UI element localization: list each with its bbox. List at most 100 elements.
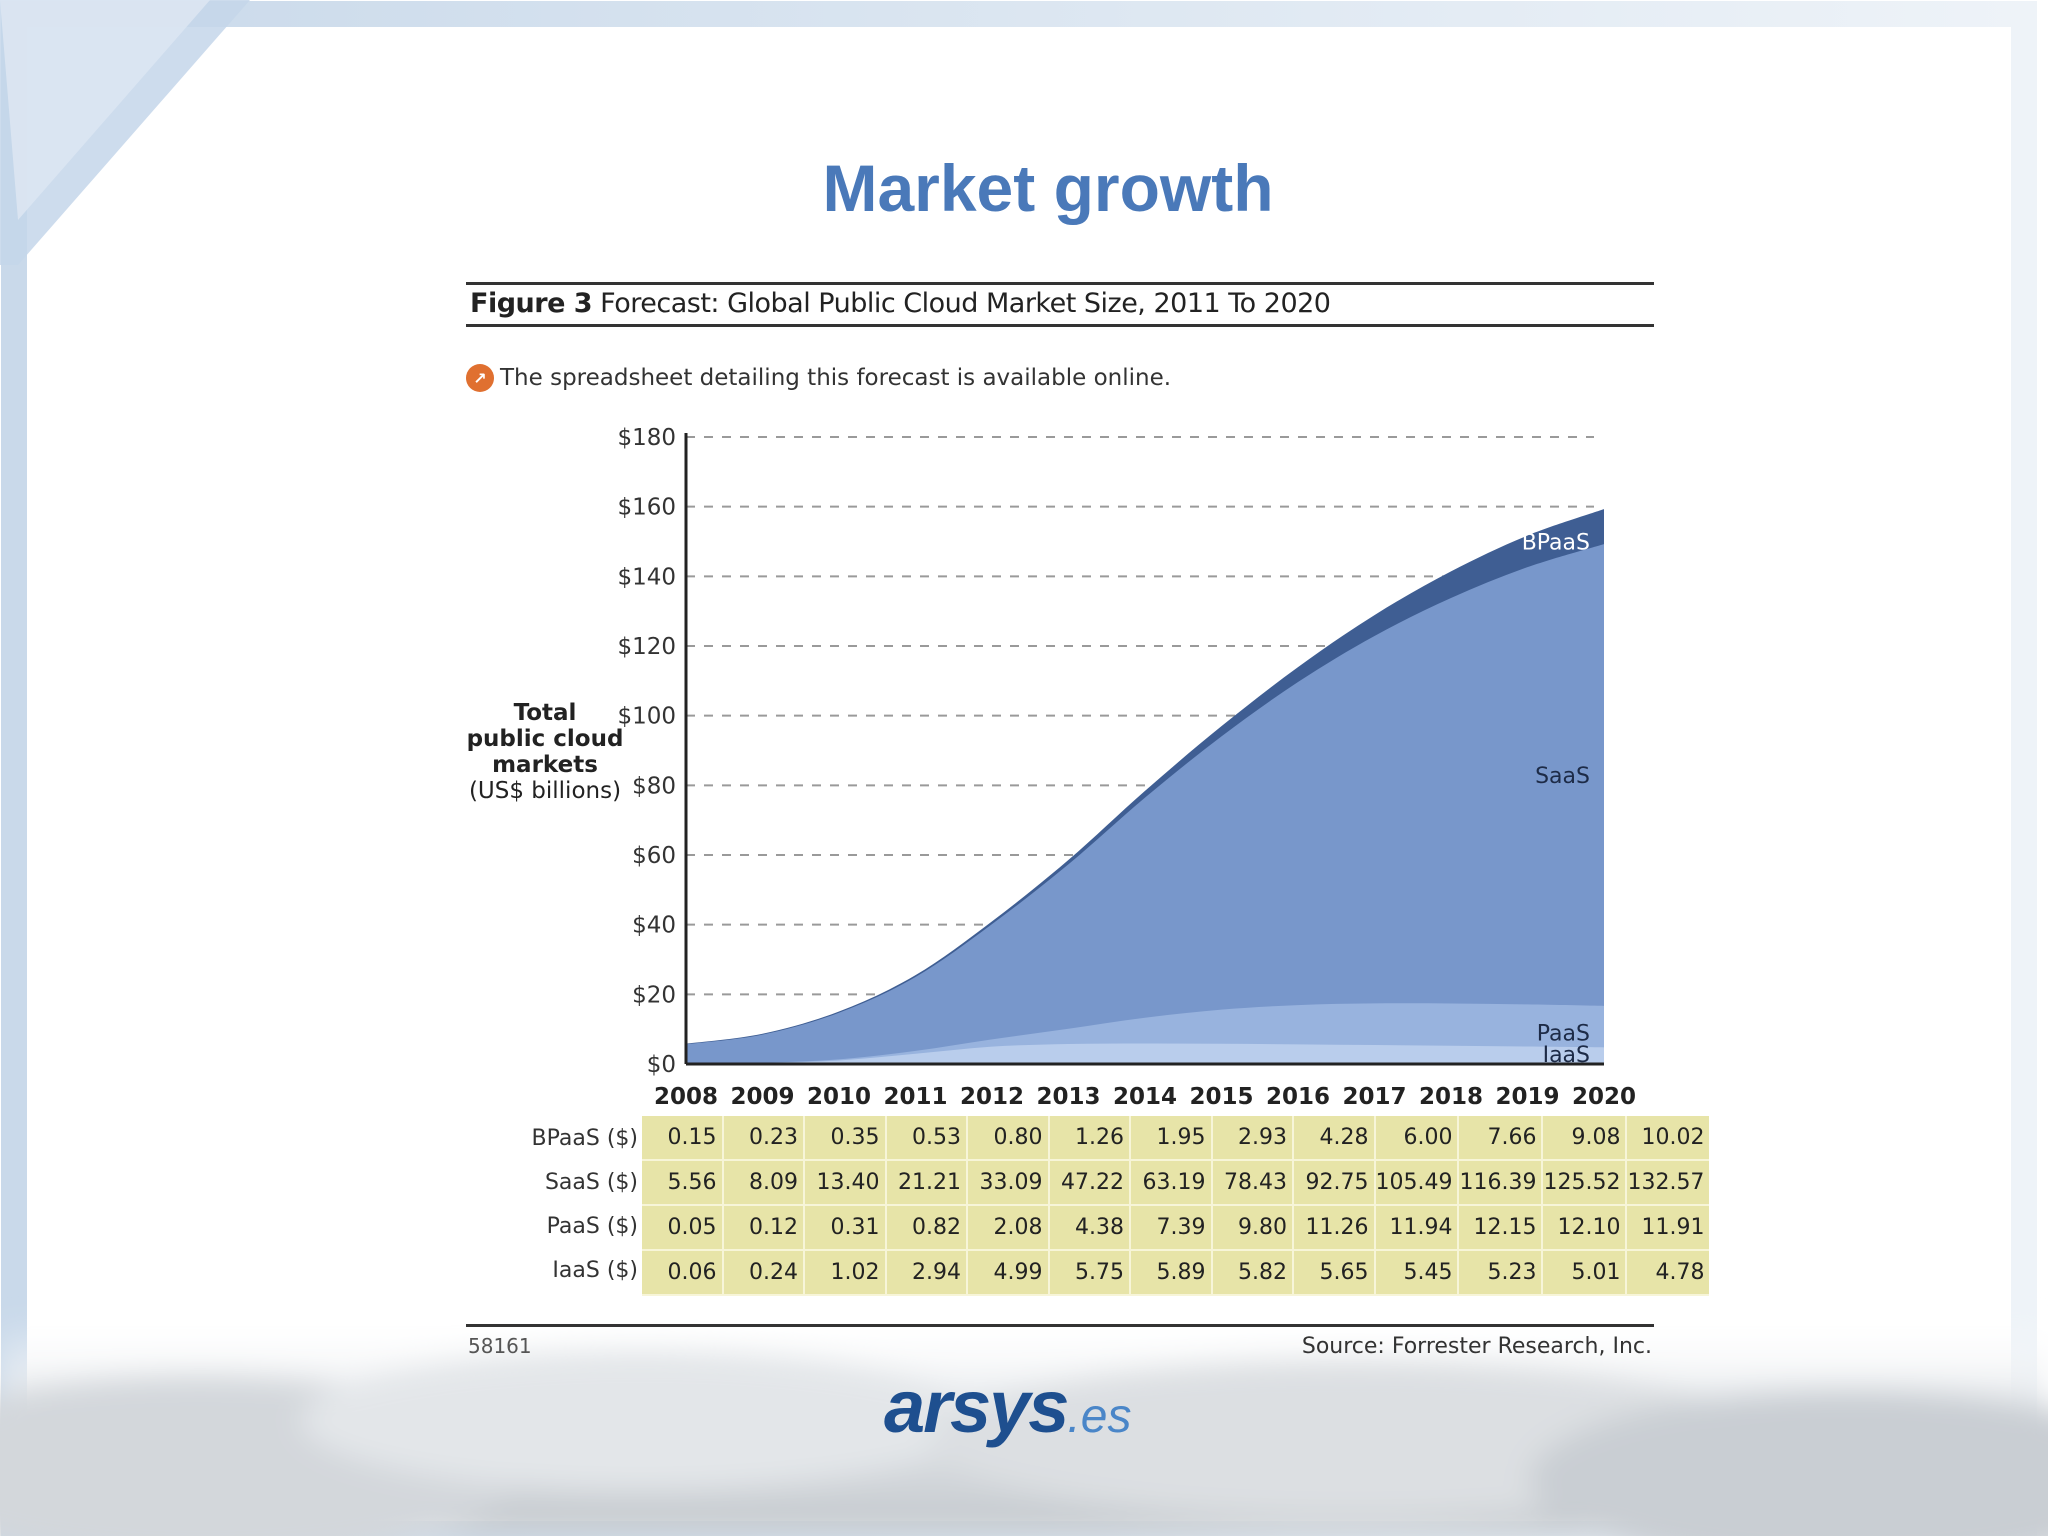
- table-cell: 4.38: [1047, 1205, 1130, 1251]
- y-tick-label: $120: [617, 634, 676, 660]
- y-tick-label: $160: [617, 495, 676, 521]
- table-cell: 9.80: [1210, 1205, 1293, 1251]
- table-cell: 5.65: [1292, 1250, 1375, 1296]
- caption-bottom-rule: [466, 324, 1654, 327]
- figure-id: 58161: [468, 1334, 532, 1358]
- info-arrow-icon: ↗: [466, 364, 494, 392]
- figure-caption: Figure 3 Forecast: Global Public Cloud M…: [470, 288, 1331, 319]
- table-cell: 78.43: [1210, 1160, 1293, 1206]
- table-cell: 11.91: [1625, 1205, 1710, 1251]
- table-row-label: BPaaS ($): [531, 1126, 638, 1151]
- series-label-bpaas: BPaaS: [1522, 531, 1590, 556]
- table-cell: 4.28: [1292, 1116, 1375, 1161]
- table-cell: 9.08: [1541, 1116, 1627, 1161]
- series-label-paas: PaaS: [1537, 1022, 1590, 1047]
- table-cell: 47.22: [1047, 1160, 1130, 1206]
- x-tick-label: 2008: [654, 1084, 718, 1110]
- x-tick-label: 2014: [1113, 1084, 1177, 1110]
- table-cell: 4.99: [966, 1250, 1049, 1296]
- y-tick-label: $20: [632, 982, 676, 1008]
- y-tick-label: $140: [617, 564, 676, 590]
- y-tick-label: $80: [632, 773, 676, 799]
- figure-note: ↗ The spreadsheet detailing this forecas…: [466, 364, 1171, 392]
- table-cell: 132.57: [1625, 1160, 1710, 1206]
- table-cell: 5.23: [1457, 1250, 1543, 1296]
- y-tick-label: $180: [617, 425, 676, 451]
- x-tick-label: 2018: [1419, 1084, 1483, 1110]
- arsys-logo: arsys.es: [884, 1364, 1131, 1449]
- y-axis-label: Total public cloud markets (US$ billions…: [462, 700, 628, 804]
- table-cell: 0.80: [966, 1116, 1049, 1161]
- table-cell: 5.89: [1129, 1250, 1212, 1296]
- slide-title: Market growth: [822, 151, 1274, 225]
- x-tick-label: 2013: [1036, 1084, 1100, 1110]
- x-tick-label: 2017: [1342, 1084, 1406, 1110]
- table-row-label: SaaS ($): [544, 1170, 638, 1195]
- table-cell: 105.49: [1373, 1160, 1459, 1206]
- table-cell: 0.24: [721, 1250, 804, 1296]
- table-cell: 0.35: [803, 1116, 886, 1161]
- table-cell: 11.26: [1292, 1205, 1375, 1251]
- table-cell: 0.06: [642, 1250, 723, 1296]
- table-row: 0.15 0.23 0.35 0.53 0.80 1.26 1.95 2.93 4.28 6.00…: [642, 1116, 1710, 1161]
- table-cell: 12.15: [1457, 1205, 1543, 1251]
- table-cell: 0.12: [721, 1205, 804, 1251]
- table-row: 0.05 0.12 0.31 0.82 2.08 4.38 7.39 9.80 11.26 11.…: [642, 1205, 1710, 1251]
- table-cell: 2.08: [966, 1205, 1049, 1251]
- area-iaas: [686, 1043, 1604, 1064]
- x-tick-label: 2020: [1572, 1084, 1636, 1110]
- figure-source: Source: Forrester Research, Inc.: [1301, 1334, 1652, 1359]
- table-cell: 125.52: [1541, 1160, 1627, 1206]
- table-cell: 2.94: [884, 1250, 967, 1296]
- table-cell: 0.15: [642, 1116, 723, 1161]
- table-cell: 5.82: [1210, 1250, 1293, 1296]
- series-label-saas: SaaS: [1535, 764, 1590, 789]
- y-tick-label: $60: [632, 843, 676, 869]
- table-cell: 1.02: [803, 1250, 886, 1296]
- table-cell: 33.09: [966, 1160, 1049, 1206]
- figure-title: Forecast: Global Public Cloud Market Siz…: [600, 288, 1331, 319]
- table-cell: 12.10: [1541, 1205, 1627, 1251]
- table-cell: 63.19: [1129, 1160, 1212, 1206]
- data-table: 0.15 0.23 0.35 0.53 0.80 1.26 1.95 2.93 4.28 6.00…: [642, 1116, 1710, 1296]
- table-cell: 1.95: [1129, 1116, 1212, 1161]
- x-tick-label: 2010: [807, 1084, 871, 1110]
- table-cell: 0.53: [884, 1116, 967, 1161]
- logo-main: arsys: [884, 1365, 1069, 1448]
- table-row-label: PaaS ($): [546, 1214, 638, 1239]
- table-cell: 6.00: [1373, 1116, 1459, 1161]
- table-cell: 5.01: [1541, 1250, 1627, 1296]
- y-axis-label-line: (US$ billions): [468, 778, 622, 804]
- table-cell: 7.66: [1457, 1116, 1543, 1161]
- table-cell: 21.21: [884, 1160, 967, 1206]
- table-cell: 5.75: [1047, 1250, 1130, 1296]
- table-cell: 0.31: [803, 1205, 886, 1251]
- table-cell: 11.94: [1373, 1205, 1459, 1251]
- x-tick-label: 2019: [1495, 1084, 1559, 1110]
- footer-rule: [466, 1324, 1654, 1327]
- table-cell: 1.26: [1047, 1116, 1130, 1161]
- y-axis-label-line: public cloud: [466, 726, 624, 752]
- table-cell: 13.40: [803, 1160, 886, 1206]
- table-cell: 0.05: [642, 1205, 723, 1251]
- y-tick-label: $40: [632, 913, 676, 939]
- table-cell: 0.23: [721, 1116, 804, 1161]
- y-axis-label-line: Total: [513, 700, 577, 726]
- y-tick-label: $0: [647, 1052, 676, 1078]
- x-tick-label: 2012: [960, 1084, 1024, 1110]
- table-cell: 8.09: [721, 1160, 804, 1206]
- x-tick-label: 2011: [883, 1084, 947, 1110]
- table-cell: 5.56: [642, 1160, 723, 1206]
- series-label-iaas: IaaS: [1543, 1043, 1590, 1068]
- logo-suffix: .es: [1067, 1390, 1132, 1443]
- table-cell: 116.39: [1457, 1160, 1543, 1206]
- table-row-label: IaaS ($): [552, 1258, 638, 1283]
- table-cell: 5.45: [1373, 1250, 1459, 1296]
- table-cell: 0.82: [884, 1205, 967, 1251]
- figure-note-text: The spreadsheet detailing this forecast …: [500, 365, 1172, 391]
- x-tick-label: 2015: [1189, 1084, 1253, 1110]
- area-saas: [686, 544, 1604, 1064]
- cloud-decoration: [0, 1320, 2048, 1536]
